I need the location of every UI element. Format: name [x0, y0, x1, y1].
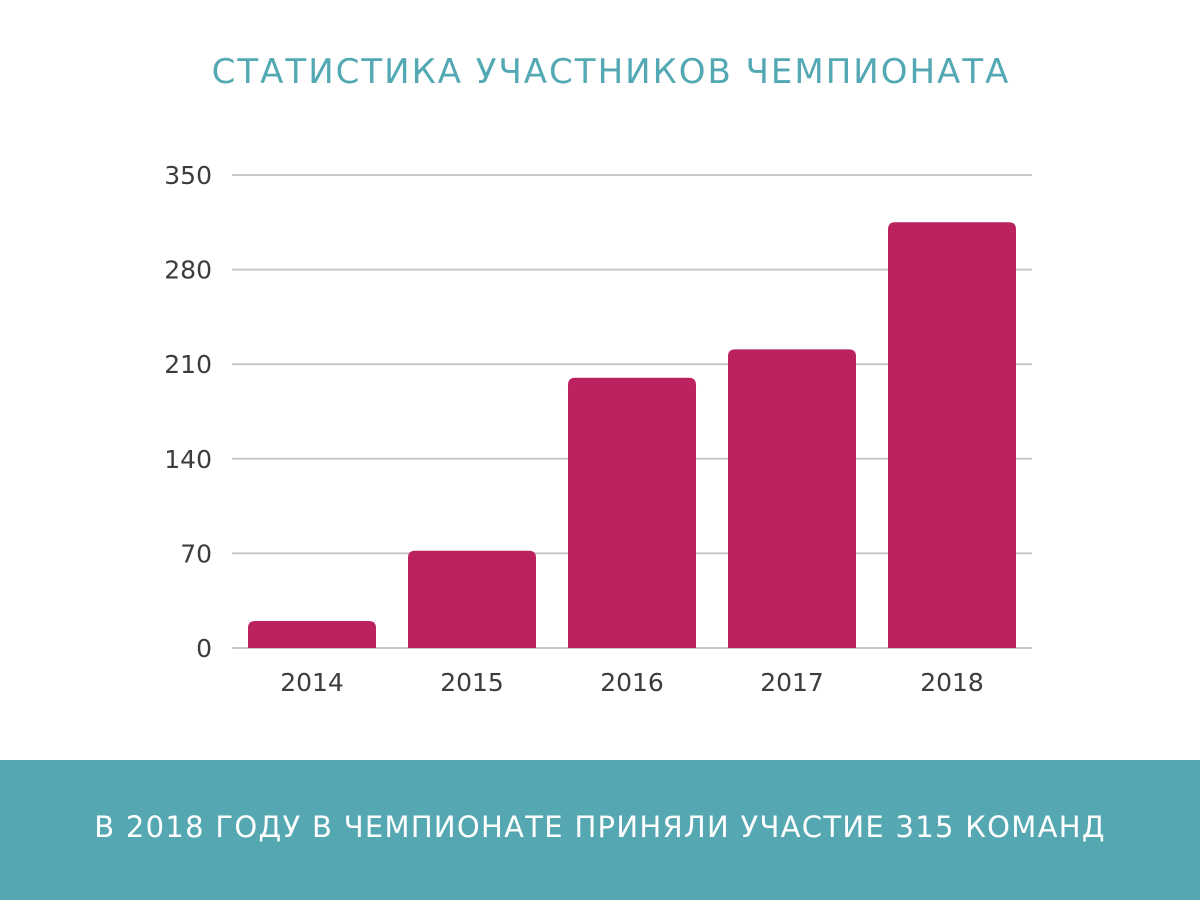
x-tick-label: 2014: [280, 668, 344, 697]
y-tick-label: 350: [164, 161, 212, 190]
y-axis-ticks: 0 70 140 210 280 350: [164, 161, 212, 663]
bar-2017: [728, 349, 856, 648]
bar-chart: 0 70 140 210 280 350 2014 2015 2016 2017 2018: [164, 161, 1032, 697]
bar-2016: [568, 377, 696, 648]
y-tick-label: 280: [164, 256, 212, 285]
x-tick-label: 2018: [920, 668, 984, 697]
y-tick-label: 140: [164, 445, 212, 474]
y-tick-label: 0: [196, 634, 212, 663]
bar-2015: [408, 550, 536, 648]
x-axis-ticks: 2014 2015 2016 2017 2018: [280, 668, 984, 697]
x-tick-label: 2017: [760, 668, 824, 697]
bar-2014: [248, 620, 376, 648]
bars: [248, 222, 1016, 649]
x-tick-label: 2015: [440, 668, 504, 697]
chart-title: СТАТИСТИКА УЧАСТНИКОВ ЧЕМПИОНАТА: [211, 52, 1011, 92]
x-tick-label: 2016: [600, 668, 664, 697]
footer-text: В 2018 ГОДУ В ЧЕМПИОНАТЕ ПРИНЯЛИ УЧАСТИЕ…: [94, 810, 1106, 844]
y-tick-label: 70: [180, 539, 212, 568]
bar-2018: [888, 222, 1016, 649]
y-tick-label: 210: [164, 350, 212, 379]
footer-banner: В 2018 ГОДУ В ЧЕМПИОНАТЕ ПРИНЯЛИ УЧАСТИЕ…: [0, 760, 1200, 900]
